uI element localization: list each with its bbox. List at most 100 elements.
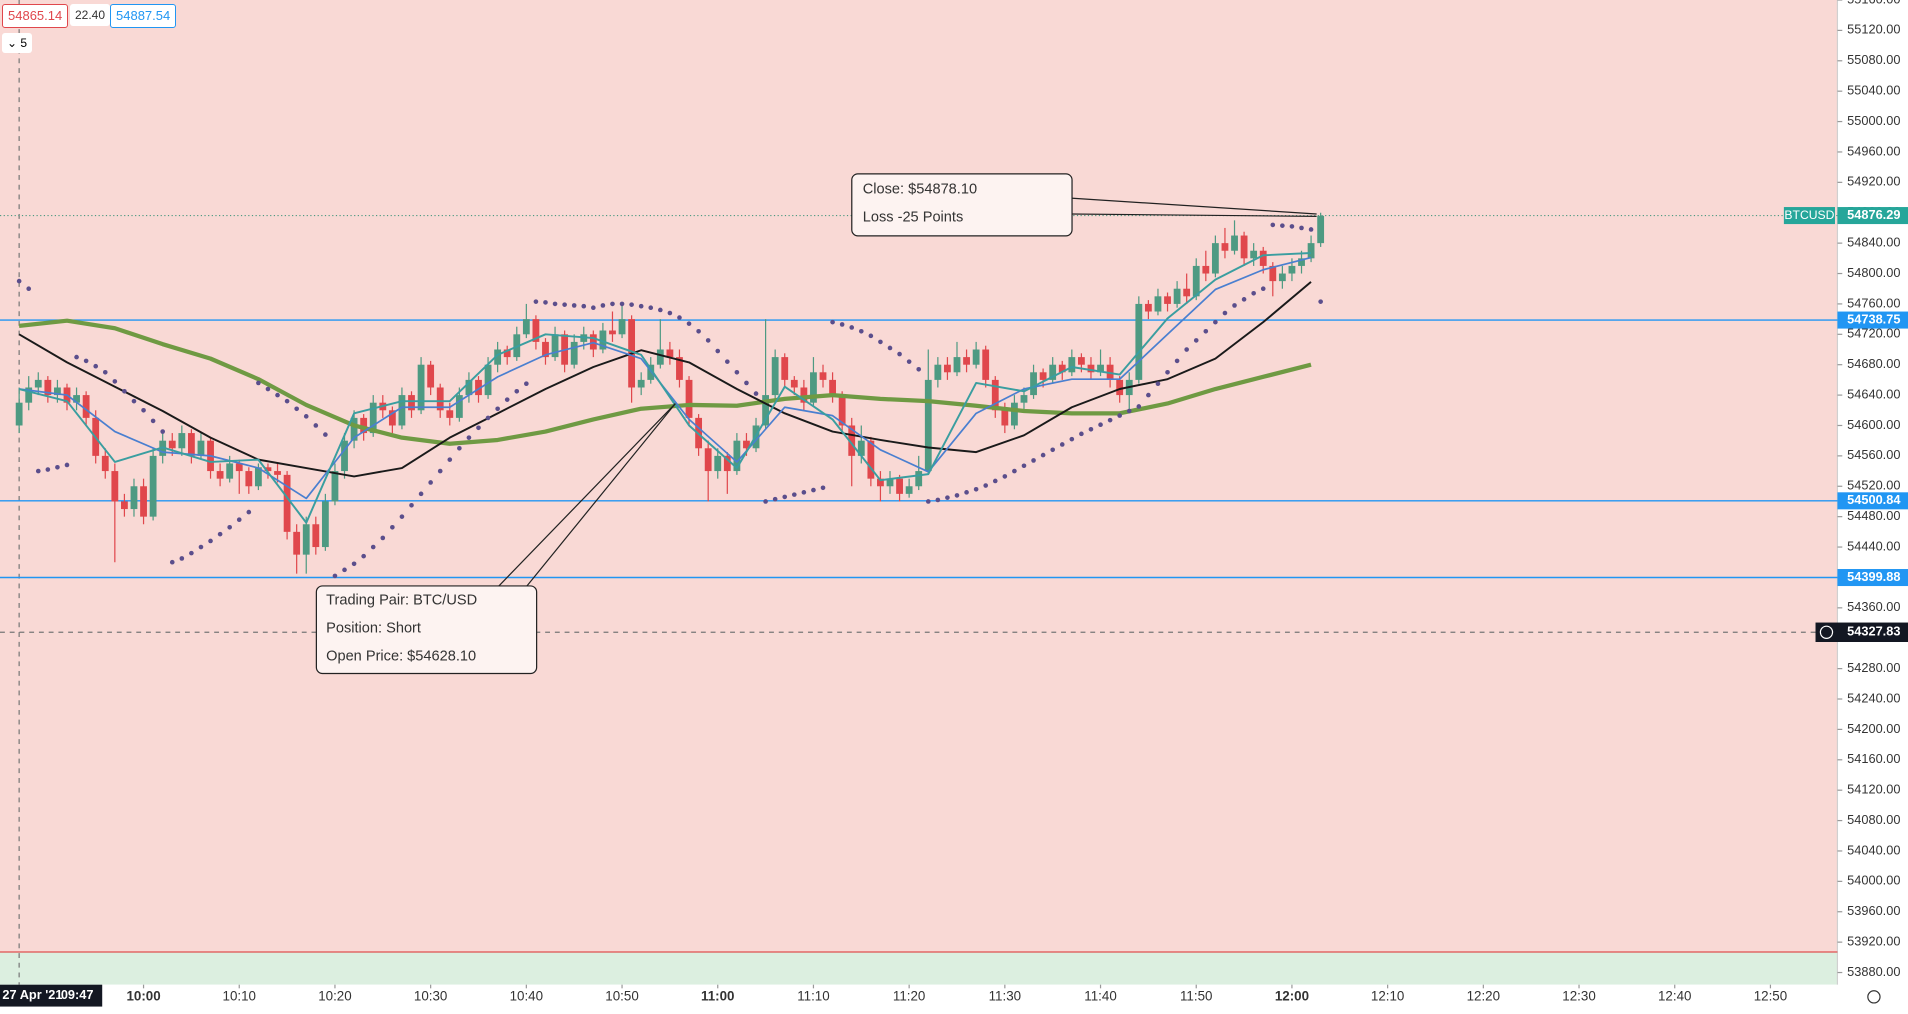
candle-body: [187, 433, 195, 456]
sar-dot: [983, 483, 989, 488]
sar-dot: [313, 423, 319, 428]
candle-body: [857, 440, 865, 456]
price-level-label: 54500.84: [1847, 492, 1901, 507]
sar-dot: [591, 305, 596, 311]
sar-dot: [705, 338, 711, 343]
candle-body: [944, 364, 951, 373]
candle-body: [848, 425, 856, 456]
price-level-label: 54738.75: [1847, 311, 1900, 326]
callout-box: [315, 585, 538, 675]
candle-body: [790, 379, 798, 388]
candle-body: [1020, 395, 1028, 403]
settings-icon[interactable]: [1867, 990, 1881, 1004]
interval-selector[interactable]: ⌄ 5: [2, 33, 33, 53]
sar-dot: [1174, 358, 1180, 364]
bid-price[interactable]: 54865.14: [2, 4, 69, 28]
interval: 5: [20, 36, 28, 50]
sar-dot: [16, 278, 22, 284]
y-tick-label: 54960.00: [1847, 143, 1900, 158]
sar-dot: [1136, 404, 1142, 409]
crosshair-date: 27 Apr '21: [2, 987, 62, 1002]
y-tick-label: 53920.00: [1847, 934, 1900, 949]
candle-body: [398, 395, 406, 426]
y-tick-label: 55000.00: [1847, 113, 1900, 128]
candle-body: [877, 478, 884, 487]
candle-body: [1039, 372, 1047, 380]
candle-body: [676, 357, 683, 380]
sar-dot: [198, 544, 204, 550]
candle-body: [254, 467, 262, 487]
candle-body: [293, 531, 301, 555]
y-tick-label: 54080.00: [1847, 812, 1900, 827]
sar-dot: [1107, 417, 1113, 423]
sar-dot: [543, 300, 548, 305]
candle-body: [570, 341, 578, 365]
candle-body: [1288, 265, 1296, 274]
candle-body: [216, 471, 224, 479]
candle-body: [331, 471, 339, 502]
candle-body: [522, 319, 530, 335]
candle-body: [44, 379, 52, 396]
sar-dot: [1012, 468, 1017, 474]
sar-dot: [141, 407, 146, 413]
sar-dot: [1232, 303, 1237, 308]
candle-body: [838, 395, 846, 426]
sar-dot: [552, 301, 558, 307]
candle-body: [245, 471, 253, 487]
sar-dot: [811, 487, 816, 493]
sar-dot: [1040, 452, 1046, 458]
ask-price[interactable]: 54887.54: [110, 4, 177, 28]
sar-dot: [74, 354, 79, 360]
callout-text: Close: $54878.10: [863, 182, 977, 198]
sar-dot: [925, 499, 931, 504]
x-tick-label: 12:00: [1275, 988, 1309, 1003]
candle-body: [1221, 243, 1229, 251]
candle-body: [1278, 273, 1286, 282]
symbol-badge: [1783, 207, 1835, 225]
candle-body: [321, 501, 329, 548]
sar-dot: [1184, 347, 1189, 352]
sar-dot: [236, 517, 242, 523]
candle-body: [1307, 243, 1315, 259]
sar-dot: [1126, 408, 1132, 414]
sar-dot: [275, 392, 280, 398]
x-tick-label: 11:20: [893, 988, 925, 1003]
x-tick-label: 10:10: [223, 988, 256, 1003]
sar-dot: [370, 544, 376, 550]
candle-body: [800, 387, 808, 403]
sar-dot: [1289, 224, 1295, 229]
candle-body: [1250, 250, 1258, 259]
sar-dot: [35, 468, 41, 474]
candle-body: [733, 440, 741, 472]
sar-dot: [112, 379, 118, 384]
candle-body: [1077, 357, 1085, 365]
sar-dot: [658, 307, 663, 313]
candle-body: [25, 387, 33, 403]
time-axis: [0, 984, 1838, 1009]
candle-body: [1087, 364, 1095, 373]
x-tick-label: 12:20: [1467, 988, 1500, 1003]
y-tick-label: 54440.00: [1847, 538, 1900, 553]
sar-dot: [772, 496, 778, 502]
sar-dot: [208, 538, 213, 544]
sar-dot: [1031, 458, 1036, 463]
sar-dot: [1002, 474, 1008, 479]
sar-dot: [342, 567, 347, 573]
moving-average: [18, 318, 1312, 446]
candle-body: [312, 524, 320, 548]
grid: [0, 0, 1838, 985]
sar-dot: [380, 535, 386, 541]
y-tick-label: 55080.00: [1847, 52, 1900, 67]
sar-dot: [1270, 222, 1276, 228]
sar-dot: [399, 514, 405, 519]
candle-body: [714, 455, 722, 472]
candle-body: [1192, 265, 1200, 297]
price-level-badge: [1837, 311, 1908, 329]
x-tick-label: 10:40: [510, 988, 543, 1003]
candle-body: [1259, 250, 1267, 266]
sar-dot: [964, 490, 969, 495]
x-tick-label: 12:50: [1754, 988, 1787, 1003]
candle-body: [408, 395, 415, 411]
candle-body: [1001, 410, 1009, 426]
